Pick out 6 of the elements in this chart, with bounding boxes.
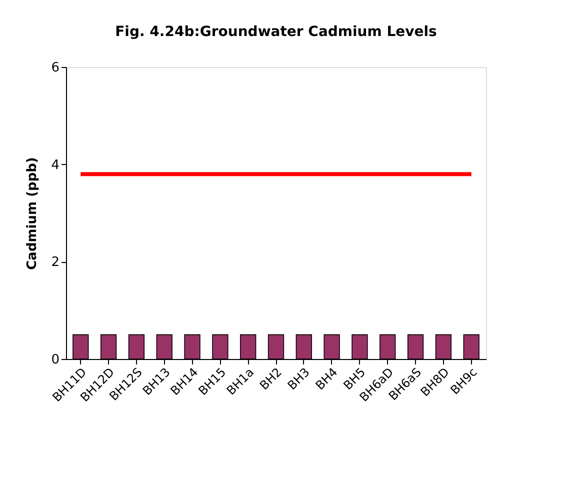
y-tick-label: 6	[51, 60, 60, 76]
y-axis-title: Cadmium (ppb)	[25, 157, 40, 270]
y-tick-label: 4	[51, 158, 60, 173]
chart-title: Fig. 4.24b:Groundwater Cadmium Levels	[115, 24, 437, 40]
y-tick-label: 2	[51, 255, 60, 270]
y-tick-label: 0	[51, 352, 60, 368]
